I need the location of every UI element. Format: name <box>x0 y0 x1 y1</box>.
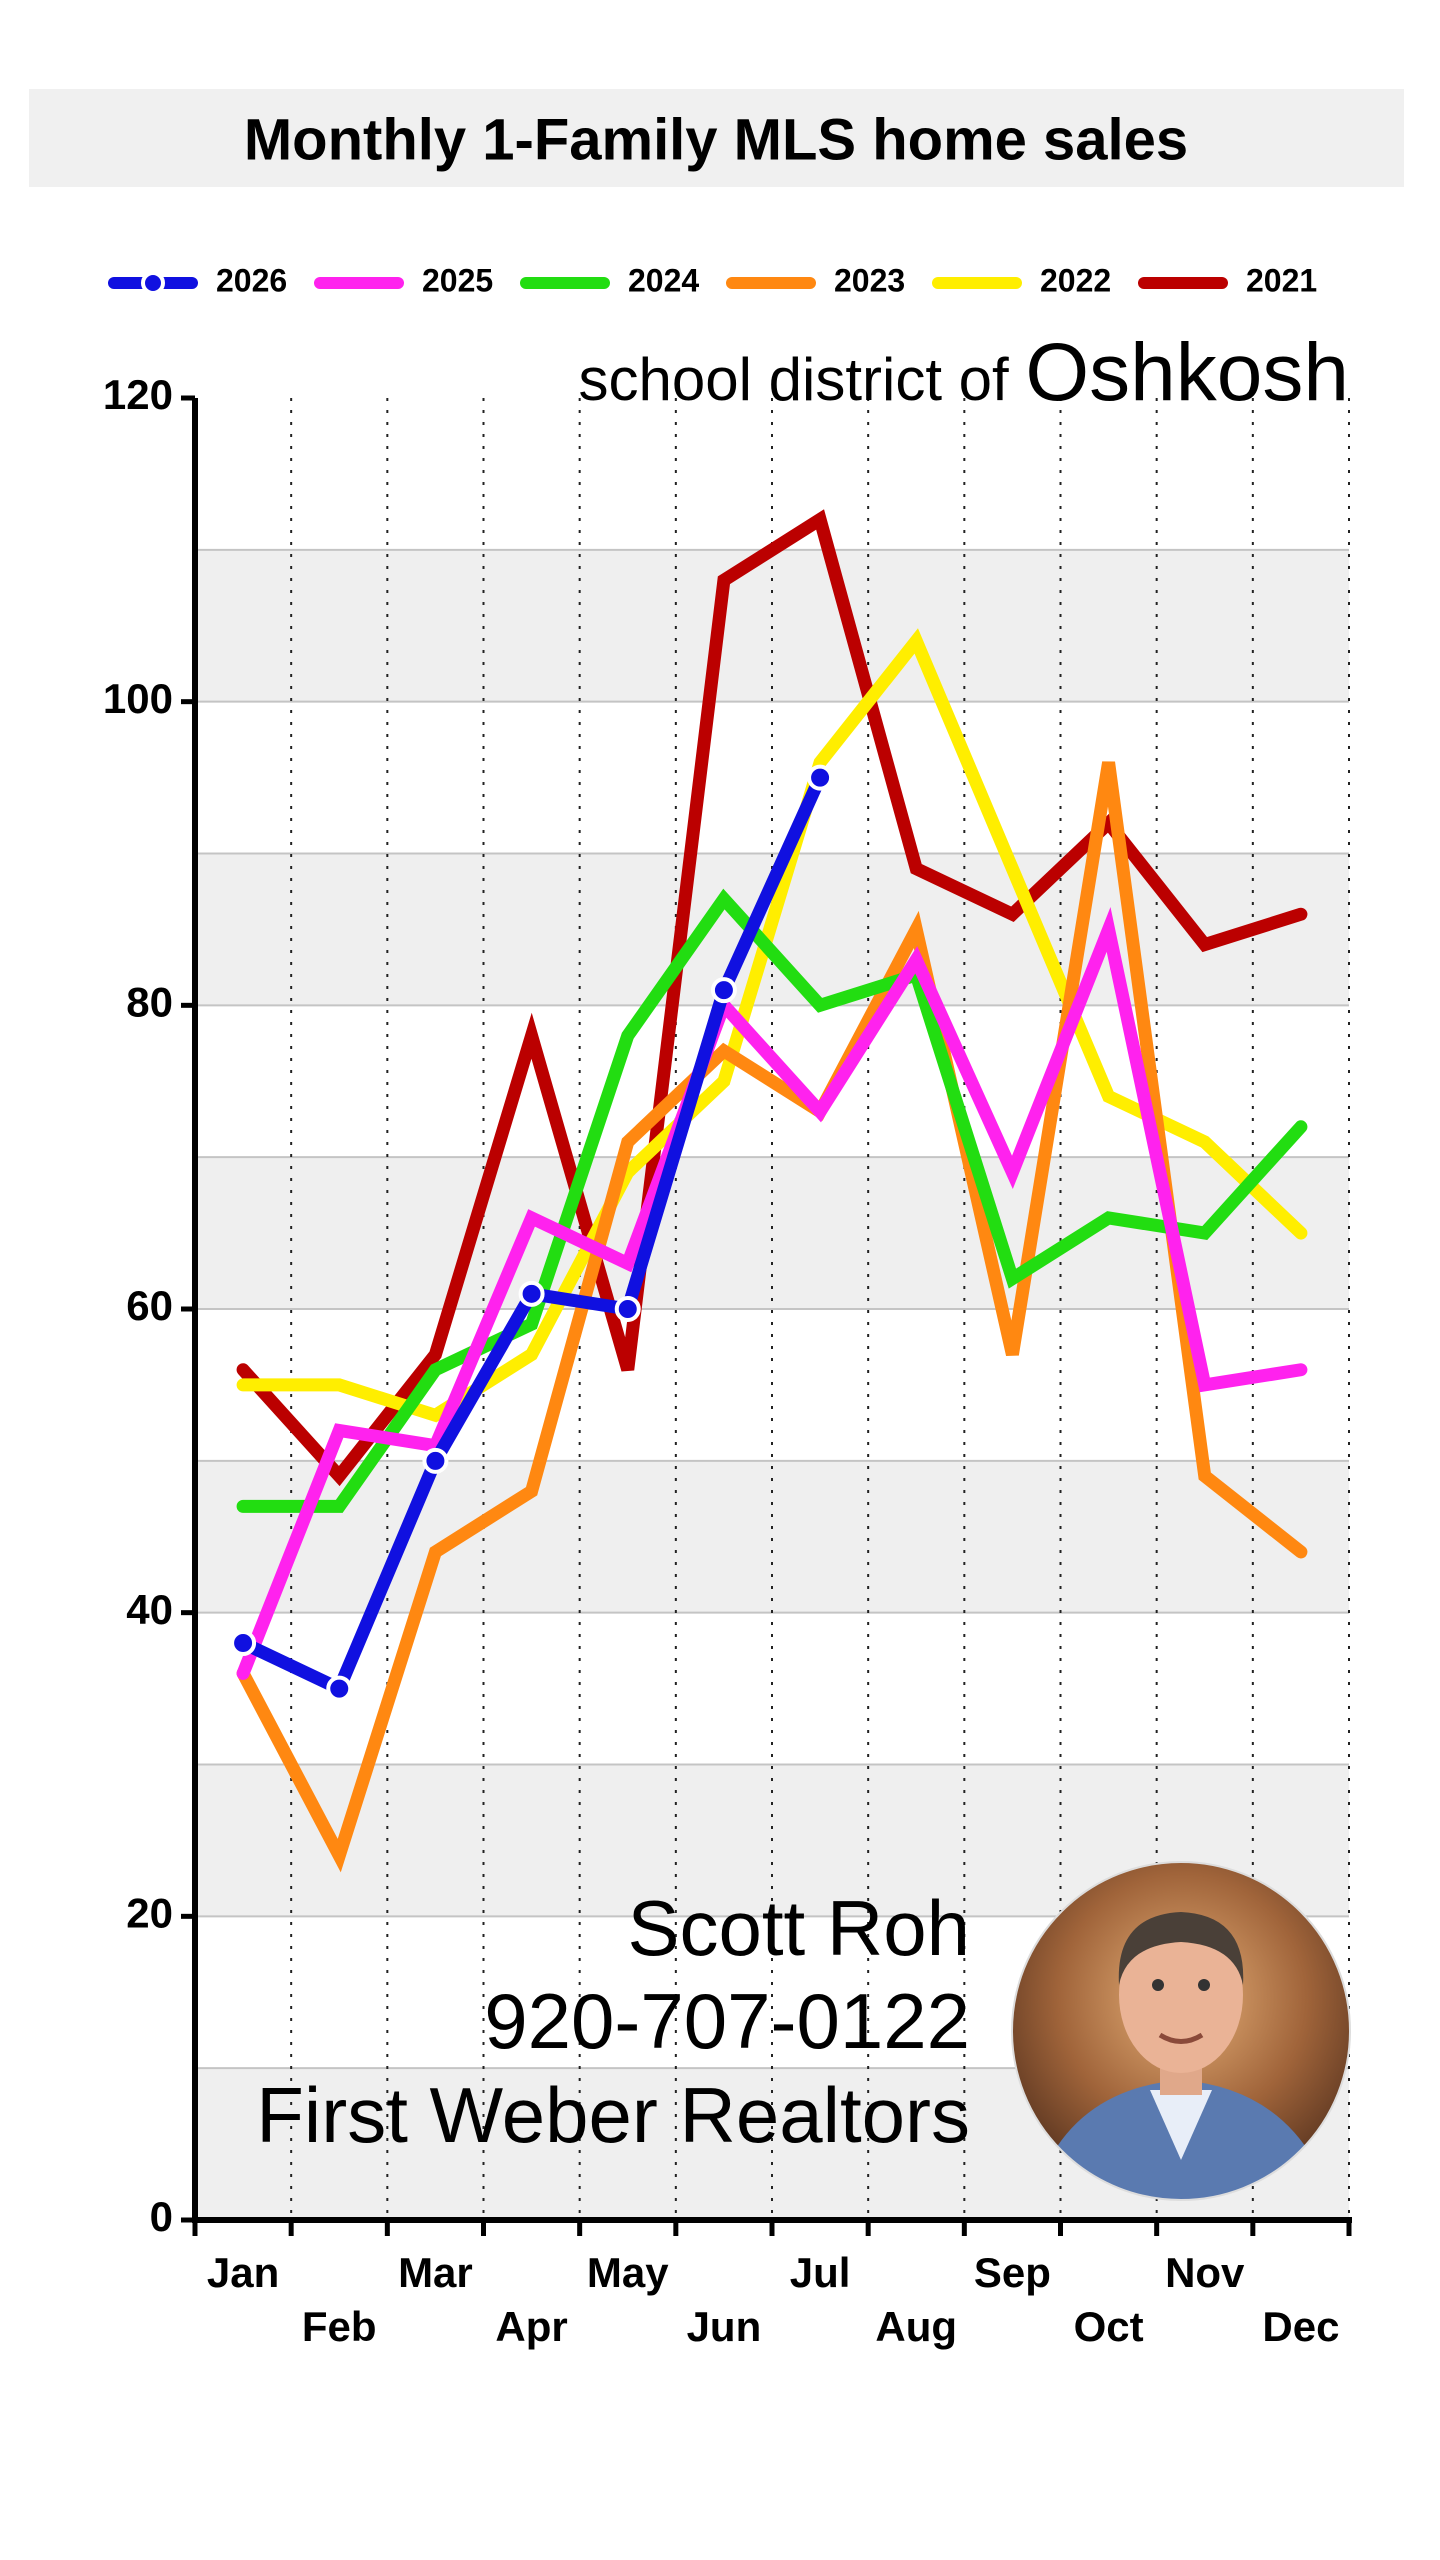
subtitle: school district of Oshkosh <box>579 327 1349 418</box>
data-point <box>326 1675 353 1702</box>
x-tick-label: Aug <box>875 2303 957 2350</box>
x-tick-label: May <box>587 2249 669 2296</box>
x-tick-label: Sep <box>974 2249 1051 2296</box>
agent-company: First Weber Realtors <box>256 2071 970 2159</box>
series-line <box>236 628 1308 1423</box>
subtitle-text: school district of <box>579 346 1009 413</box>
legend-label: 2024 <box>628 262 699 298</box>
x-tick-label: Feb <box>302 2303 377 2350</box>
legend-label: 2025 <box>422 262 493 298</box>
y-tick-label: 0 <box>150 2193 173 2240</box>
legend-label: 2022 <box>1040 262 1111 298</box>
legend-label: 2021 <box>1246 262 1317 298</box>
series-line <box>236 906 1308 1680</box>
agent-phone: 920-707-0122 <box>484 1977 970 2065</box>
y-tick-label: 100 <box>103 675 173 722</box>
data-point <box>807 764 834 791</box>
legend-marker <box>141 271 165 295</box>
y-tick-label: 20 <box>126 1889 173 1936</box>
x-tick-label: Jan <box>207 2249 279 2296</box>
x-tick-label: Oct <box>1074 2303 1144 2350</box>
legend-label: 2023 <box>834 262 905 298</box>
legend: 2026 2025 2024 2023 2022 2021 <box>108 262 1317 298</box>
title-band <box>29 89 1404 187</box>
y-tick-label: 60 <box>126 1282 173 1329</box>
photo-border <box>1011 1861 1351 2201</box>
data-point <box>614 1296 641 1322</box>
shaded-band <box>195 1460 1349 1613</box>
y-tick-label: 120 <box>103 371 173 418</box>
series-line <box>236 888 1308 1513</box>
agent-info: Scott Roh 920-707-0122 First Weber Realt… <box>256 1884 970 2159</box>
data-point <box>230 1630 257 1657</box>
y-tick-label: 80 <box>126 978 173 1025</box>
chart-title: Monthly 1-Family MLS home sales <box>244 107 1188 172</box>
data-point <box>422 1447 449 1474</box>
y-tick-label: 40 <box>126 1586 173 1633</box>
x-tick-label: Jul <box>790 2249 851 2296</box>
agent-name: Scott Roh <box>627 1884 970 1972</box>
x-tick-label: Mar <box>398 2249 473 2296</box>
agent-photo <box>1012 1862 1350 2200</box>
shaded-band <box>195 549 1349 702</box>
legend-label: 2026 <box>216 262 287 298</box>
series-line <box>236 761 1308 1873</box>
x-tick-label: Apr <box>495 2303 567 2350</box>
x-tick-label: Dec <box>1262 2303 1339 2350</box>
x-tick-label: Nov <box>1165 2249 1245 2296</box>
x-tick-label: Jun <box>687 2303 762 2350</box>
subtitle-place: Oshkosh <box>1025 327 1349 418</box>
data-point <box>518 1280 545 1307</box>
data-point <box>710 977 737 1004</box>
